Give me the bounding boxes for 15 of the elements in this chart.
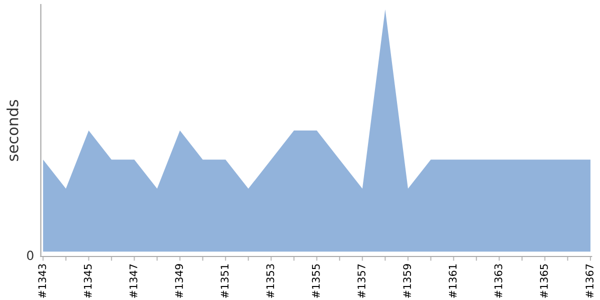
annotation: 0 <box>27 250 34 260</box>
x-tick-label: #1367 <box>586 264 594 298</box>
x-tick-label: #1343 <box>38 264 46 298</box>
x-tick-label: #1347 <box>129 264 138 298</box>
x-tick-label: #1349 <box>175 264 183 298</box>
x-tick-label: #1357 <box>358 264 366 298</box>
x-tick-label: #1355 <box>312 264 320 298</box>
y-axis-title: seconds <box>6 100 18 161</box>
x-tick-label: #1361 <box>448 264 457 298</box>
x-tick-label: #1365 <box>540 264 548 298</box>
x-tick-label: #1353 <box>266 264 274 298</box>
x-tick-label: #1359 <box>403 264 412 298</box>
x-tick-label: #1363 <box>494 264 502 298</box>
x-tick-label: #1345 <box>84 264 92 298</box>
x-tick-label: #1351 <box>220 264 229 298</box>
